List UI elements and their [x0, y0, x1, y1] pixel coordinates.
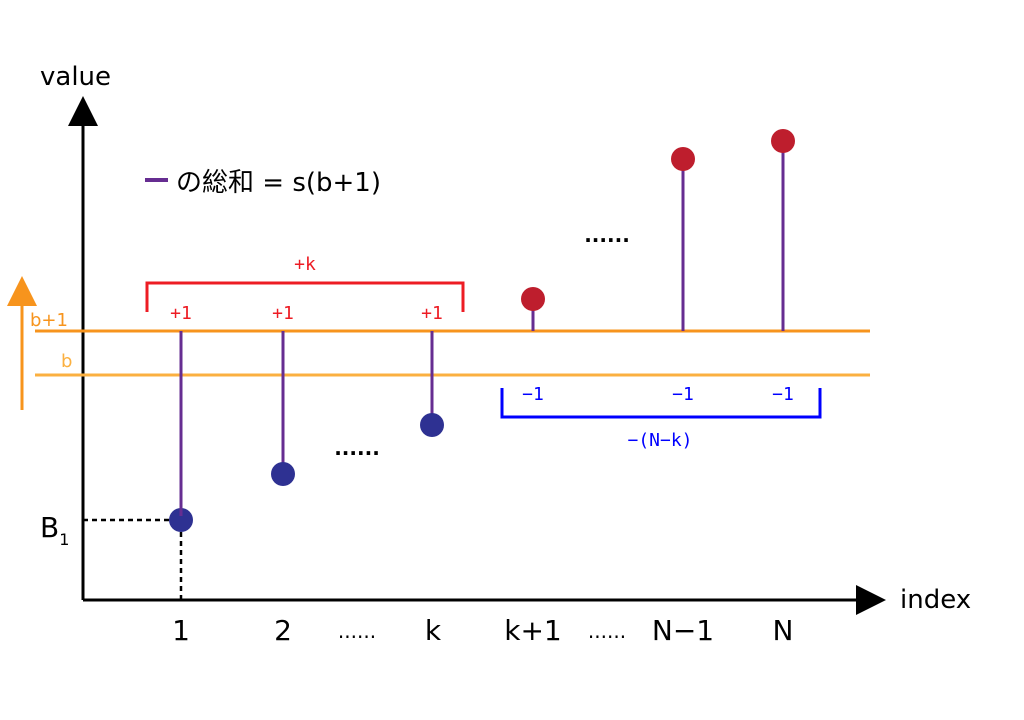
x-tick-k-plus-1: k+1	[504, 614, 562, 647]
plus-1-b: +1	[272, 303, 294, 324]
plus-total: +k	[294, 254, 316, 275]
b1-subscript: 1	[59, 530, 69, 549]
minus-bracket	[500, 388, 822, 419]
x-axis-label: index	[900, 585, 971, 615]
ellipsis-upper: ......	[584, 223, 630, 247]
point-k-plus-1	[521, 287, 545, 311]
x-tick-1: 1	[172, 614, 190, 647]
x-tick-2: 2	[274, 614, 292, 647]
minus-1-a: −1	[522, 384, 544, 405]
point-2	[271, 462, 295, 486]
y-axis-label: value	[40, 62, 111, 92]
ellipsis-lower: ......	[334, 436, 380, 460]
plus-bracket	[145, 281, 465, 312]
plus-1-c: +1	[421, 303, 443, 324]
x-tick-ellipsis-2: ......	[588, 619, 626, 643]
point-1	[169, 508, 193, 532]
plus-1-a: +1	[170, 303, 192, 324]
x-tick-k: k	[425, 614, 442, 647]
level-label-b: b	[61, 351, 72, 372]
x-tick-n: N	[773, 614, 794, 647]
x-tick-ellipsis-1: ......	[338, 619, 376, 643]
point-n	[771, 129, 795, 153]
point-n-minus-1	[671, 147, 695, 171]
minus-total: −(N−k)	[627, 430, 692, 451]
x-tick-n-minus-1: N−1	[652, 614, 714, 647]
b1-label: B1	[40, 511, 69, 549]
b1-base: B	[40, 511, 59, 544]
minus-1-c: −1	[772, 384, 794, 405]
level-label-b-plus-1: b+1	[30, 310, 68, 331]
legend-text: の総和 = s(b+1)	[176, 168, 381, 198]
point-k	[420, 413, 444, 437]
minus-1-b: −1	[672, 384, 694, 405]
